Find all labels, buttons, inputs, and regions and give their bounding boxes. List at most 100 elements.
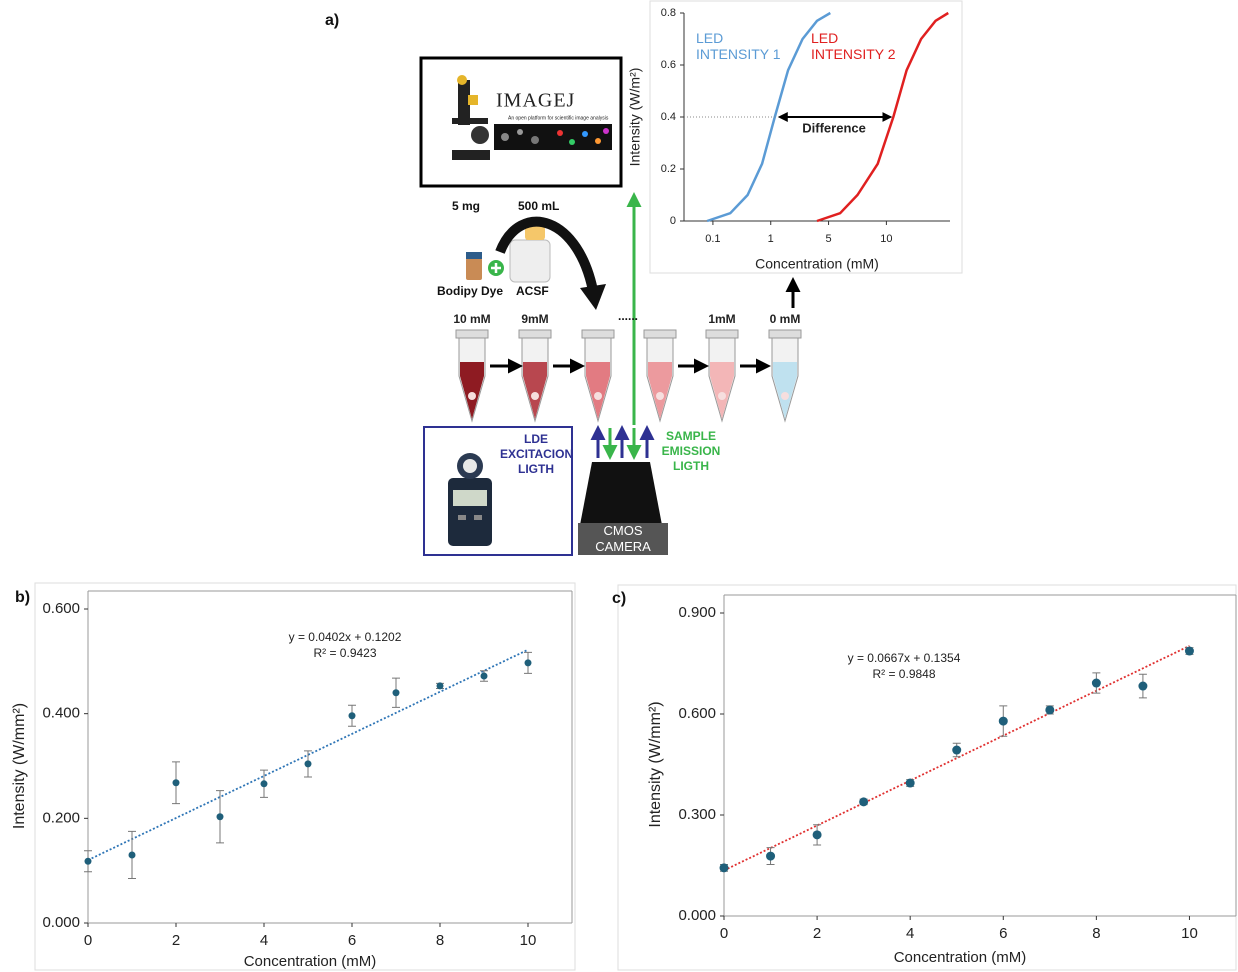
- point: [480, 672, 488, 680]
- solvent-label: ACSF: [516, 284, 549, 298]
- y-tick-label: 0.300: [678, 806, 716, 823]
- imagej-strip: [494, 124, 612, 150]
- transfer-arrow: [495, 216, 599, 297]
- point: [216, 813, 224, 821]
- tube-pellet: [718, 392, 726, 400]
- tube-label: 10 mM: [453, 312, 490, 326]
- point: [436, 682, 444, 690]
- x-tick-label: 0: [84, 932, 92, 949]
- point: [84, 857, 92, 865]
- point: [1184, 646, 1194, 656]
- trendline: [723, 645, 1190, 872]
- point: [348, 712, 356, 720]
- tube-cap: [705, 329, 739, 339]
- y-tick-label: 0.200: [42, 809, 80, 826]
- annotation: Difference: [802, 120, 866, 135]
- x-tick-label: 10: [520, 932, 537, 949]
- y-tick-label: 0.4: [661, 111, 676, 123]
- line: [816, 11, 949, 223]
- point: [260, 780, 268, 788]
- point: [392, 689, 400, 697]
- point: [172, 779, 180, 787]
- equation: y = 0.0402x + 0.1202: [289, 630, 402, 644]
- x-axis-label: Concentration (mM): [244, 953, 377, 970]
- x-tick-label: 8: [436, 932, 444, 949]
- tube-liquid: [710, 362, 734, 419]
- point: [952, 745, 962, 755]
- r-squared: R² = 0.9423: [313, 646, 376, 660]
- tube-label: 1mM: [708, 312, 735, 326]
- y-tick-label: 0.400: [42, 705, 80, 722]
- y-tick-label: 0.900: [678, 604, 716, 621]
- camera-body: [580, 462, 662, 525]
- microscope-icon: [452, 75, 490, 160]
- point: [998, 716, 1008, 726]
- tube-label: 0 mM: [770, 312, 801, 326]
- legend-1: LED INTENSITY 1: [696, 30, 781, 62]
- line: [706, 11, 831, 223]
- tube-cap: [518, 329, 552, 339]
- tube-liquid: [523, 362, 547, 419]
- tube-liquid: [648, 362, 672, 419]
- light-meter-icon: [448, 453, 492, 546]
- x-tick-label: 10: [1181, 925, 1198, 942]
- tube-liquid: [586, 362, 610, 419]
- tube-cap: [581, 329, 615, 339]
- camera-label: CMOS CAMERA: [595, 523, 651, 554]
- point: [859, 797, 869, 807]
- panel-label: b): [15, 589, 31, 606]
- tube-cap: [643, 329, 677, 339]
- x-tick-label: 0: [720, 925, 728, 942]
- x-tick-label: 10: [880, 233, 892, 245]
- plus-sign: [491, 263, 501, 273]
- y-tick-label: 0.6: [661, 59, 676, 71]
- acsf-bottle: [509, 239, 551, 283]
- camera-base: [578, 523, 668, 555]
- x-tick-label: 2: [813, 925, 821, 942]
- transfer-arrowhead: [580, 284, 606, 310]
- r-squared: R² = 0.9848: [872, 667, 935, 681]
- tube-label: 9mM: [521, 312, 548, 326]
- tube-pellet: [656, 392, 664, 400]
- tube-pellet: [781, 392, 789, 400]
- point: [304, 760, 312, 768]
- y-tick-label: 0.2: [661, 163, 676, 175]
- emission-label: SAMPLE EMISSION LIGTH: [661, 429, 721, 473]
- tube-cap: [768, 329, 802, 339]
- equation: y = 0.0667x + 0.1354: [848, 651, 961, 665]
- imagej-caption: An open platform for scientific image an…: [508, 115, 609, 121]
- point: [812, 830, 822, 840]
- dye-vial: [466, 258, 482, 280]
- imagej-box: [419, 56, 623, 188]
- x-tick-label: 4: [906, 925, 914, 942]
- mass-label: 5 mg: [452, 199, 481, 213]
- point: [766, 851, 776, 861]
- x-axis-label: Concentration (mM): [894, 949, 1027, 966]
- point: [524, 659, 532, 667]
- imagej-name: IMAGEJ: [496, 90, 575, 112]
- acsf-cap: [525, 226, 545, 240]
- tube-pellet: [594, 392, 602, 400]
- light-arrows: [590, 192, 801, 460]
- point: [719, 863, 729, 873]
- dye-label: Bodipy Dye: [437, 284, 504, 298]
- x-tick-label: 2: [172, 932, 180, 949]
- tube-pellet: [468, 392, 476, 400]
- point: [128, 851, 136, 859]
- panel-label: a): [325, 12, 340, 29]
- volume-label: 500 mL: [518, 199, 560, 213]
- y-tick-label: 0.600: [42, 600, 80, 617]
- tube-liquid: [773, 362, 797, 419]
- point: [905, 778, 915, 788]
- y-tick-label: 0.000: [42, 914, 80, 931]
- x-tick-label: 0.1: [705, 233, 720, 245]
- y-tick-label: 0: [670, 215, 676, 227]
- inset-frame: [649, 0, 963, 274]
- x-tick-label: 8: [1092, 925, 1100, 942]
- dye-cap: [466, 252, 482, 259]
- y-tick-label: 0.8: [661, 7, 676, 19]
- ellipsis: ......: [618, 309, 639, 323]
- point: [1138, 681, 1148, 691]
